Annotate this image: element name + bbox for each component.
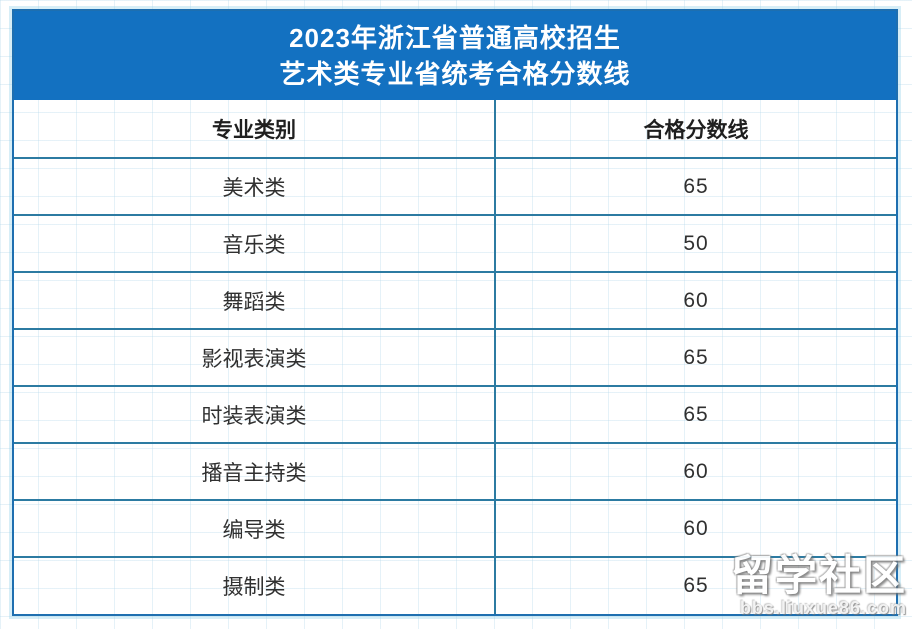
table-row-fashion-performance: 时装表演类 65 <box>14 385 896 444</box>
score-cell: 65 <box>494 556 896 614</box>
category-cell: 播音主持类 <box>14 442 496 501</box>
score-cell: 60 <box>494 442 896 501</box>
table-row-directing: 编导类 60 <box>14 499 896 558</box>
category-cell: 音乐类 <box>14 214 496 273</box>
table-row-dance: 舞蹈类 60 <box>14 271 896 330</box>
table-row-photography-production: 摄制类 65 <box>14 556 896 614</box>
table-row-film-tv-performance: 影视表演类 65 <box>14 328 896 387</box>
column-header-score: 合格分数线 <box>494 100 896 159</box>
title-line-2: 艺术类专业省统考合格分数线 <box>279 58 631 89</box>
category-cell: 摄制类 <box>14 556 496 614</box>
table-row-music: 音乐类 50 <box>14 214 896 273</box>
table-title-banner: 2023年浙江省普通高校招生 艺术类专业省统考合格分数线 <box>14 11 896 100</box>
score-cell: 65 <box>494 157 896 216</box>
table-row-broadcasting-hosting: 播音主持类 60 <box>14 442 896 501</box>
category-cell: 舞蹈类 <box>14 271 496 330</box>
pass-score-table: 专业类别 合格分数线 美术类 65 音乐类 50 舞蹈类 60 影视表演类 65… <box>14 100 896 614</box>
score-cell: 65 <box>494 328 896 387</box>
score-cell: 60 <box>494 271 896 330</box>
category-cell: 美术类 <box>14 157 496 216</box>
column-header-category: 专业类别 <box>14 100 496 159</box>
category-cell: 影视表演类 <box>14 328 496 387</box>
category-cell: 时装表演类 <box>14 385 496 444</box>
score-cell: 60 <box>494 499 896 558</box>
score-table-sheet: 2023年浙江省普通高校招生 艺术类专业省统考合格分数线 专业类别 合格分数线 … <box>12 9 898 616</box>
table-header-row: 专业类别 合格分数线 <box>14 100 896 159</box>
category-cell: 编导类 <box>14 499 496 558</box>
table-row-fine-arts: 美术类 65 <box>14 157 896 216</box>
title-line-1: 2023年浙江省普通高校招生 <box>289 22 621 53</box>
score-cell: 50 <box>494 214 896 273</box>
score-cell: 65 <box>494 385 896 444</box>
